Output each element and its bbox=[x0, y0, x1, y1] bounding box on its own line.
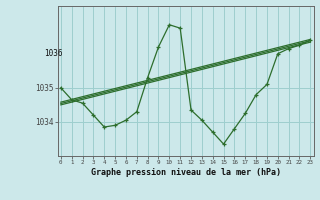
Text: 1036: 1036 bbox=[44, 49, 63, 58]
X-axis label: Graphe pression niveau de la mer (hPa): Graphe pression niveau de la mer (hPa) bbox=[91, 168, 281, 177]
